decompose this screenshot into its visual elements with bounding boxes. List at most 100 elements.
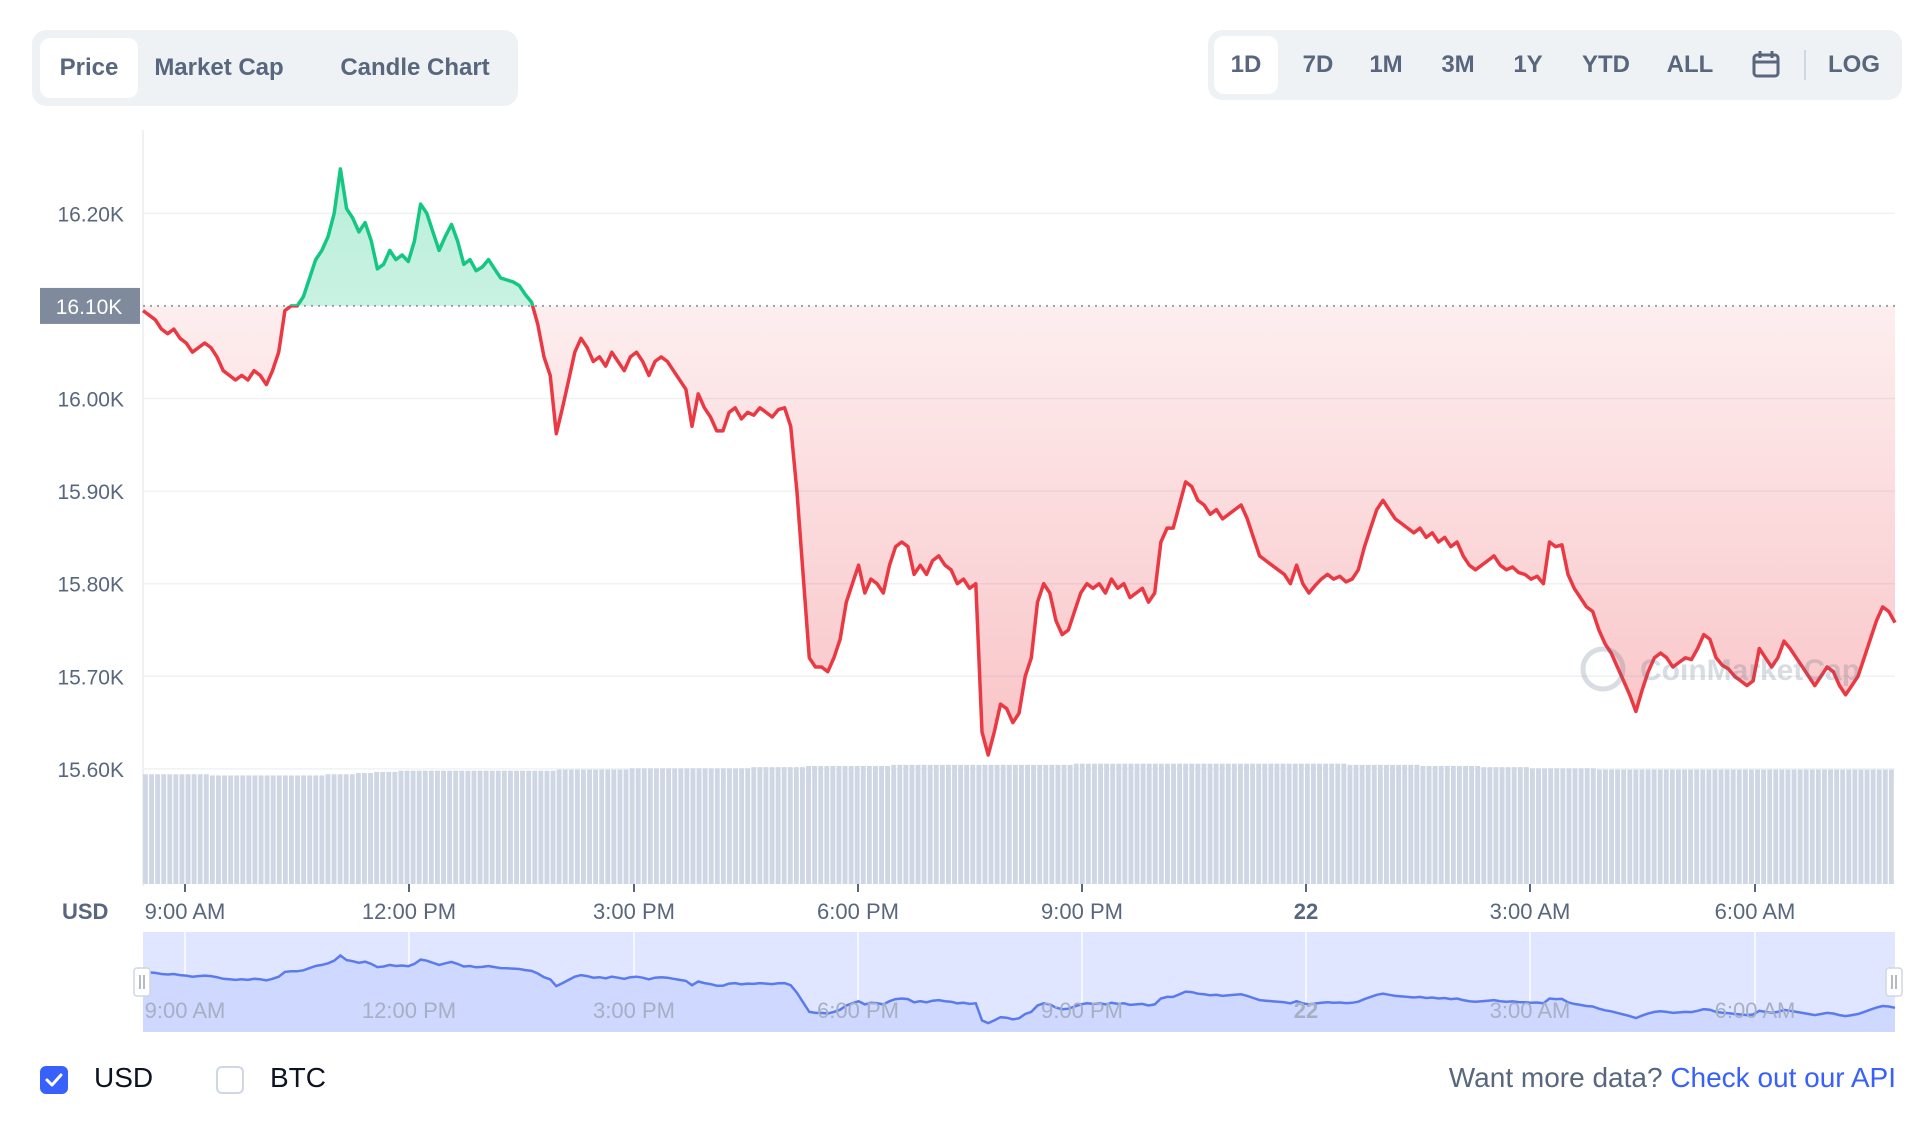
volume-bar [702, 768, 708, 884]
volume-bar [1183, 763, 1189, 884]
volume-bar [660, 768, 665, 884]
volume-bar [1359, 764, 1365, 884]
volume-bar [1073, 763, 1079, 884]
volume-bar [362, 773, 367, 884]
tab-price[interactable]: Price [40, 38, 138, 98]
volume-bar [1840, 769, 1846, 884]
volume-bar [1128, 763, 1134, 884]
volume-bar [1815, 769, 1821, 884]
volume-bars [143, 763, 1894, 884]
x-tick-label: 3:00 AM [1490, 899, 1571, 924]
volume-bar [1231, 763, 1237, 884]
x-tick-label: 12:00 PM [362, 899, 456, 924]
api-promo-text: Want more data? [1448, 1062, 1663, 1093]
volume-bar [1268, 763, 1274, 884]
volume-bar [161, 774, 167, 884]
volume-bar [1481, 767, 1487, 884]
volume-bar [185, 774, 191, 884]
x-tick-label: 9:00 PM [1041, 899, 1123, 924]
btc-checkbox[interactable] [216, 1066, 244, 1094]
chart-type-tabs: Price Market Cap Candle Chart [32, 30, 518, 106]
volume-bar [654, 768, 659, 884]
volume-bar [927, 764, 933, 884]
tab-1d[interactable]: 1D [1214, 36, 1278, 94]
volume-bar [1238, 763, 1243, 884]
volume-bar [1037, 764, 1043, 884]
volume-bar [289, 775, 294, 884]
log-toggle[interactable]: LOG [1828, 51, 1880, 78]
y-tick-label: 16.00K [57, 389, 124, 412]
volume-bar [629, 768, 635, 884]
volume-bar [1140, 763, 1146, 884]
volume-bar [1408, 764, 1414, 884]
x-tick-label: 3:00 PM [593, 899, 675, 924]
volume-bar [946, 764, 951, 884]
volume-bar [769, 767, 775, 884]
volume-bar [264, 775, 270, 884]
volume-bar [1742, 769, 1748, 884]
volume-bar [228, 775, 234, 884]
navigator-handle-right[interactable] [1885, 967, 1903, 997]
price-chart[interactable]: CoinMarketCap 15.60K 15.70K 15.80K 15.90K 16… [0, 0, 1916, 1040]
navigator-tick-label: 12:00 PM [362, 998, 456, 1023]
volume-bar [1773, 769, 1779, 884]
tab-candle-chart[interactable]: Candle Chart [340, 54, 490, 81]
usd-checkbox[interactable] [40, 1066, 68, 1094]
navigator-tick-label: 6:00 PM [817, 998, 899, 1023]
volume-bar [647, 768, 653, 884]
volume-bar [1207, 763, 1213, 884]
volume-bar [787, 767, 793, 884]
range-navigator[interactable]: 9:00 AM 12:00 PM 3:00 PM 6:00 PM 9:00 PM 22 3:… [133, 932, 1903, 1032]
tab-7d[interactable]: 7D [1302, 51, 1334, 78]
volume-bar [544, 770, 550, 884]
volume-bar [246, 775, 252, 884]
tab-all[interactable]: ALL [1666, 51, 1714, 78]
volume-bar [1542, 768, 1548, 884]
volume-bar [1250, 763, 1256, 884]
volume-bar [720, 768, 726, 884]
volume-bar [982, 764, 988, 884]
volume-bar [1353, 764, 1359, 884]
tab-market-cap[interactable]: Market Cap [154, 54, 284, 81]
volume-bar [1134, 763, 1140, 884]
volume-bar [733, 768, 738, 884]
volume-bar [349, 774, 355, 884]
price-line-up [288, 167, 535, 306]
volume-bar [1505, 767, 1511, 884]
tab-ytd[interactable]: YTD [1582, 51, 1630, 78]
volume-bar [270, 775, 276, 884]
tab-1y[interactable]: 1Y [1513, 51, 1543, 78]
volume-bar [1767, 769, 1773, 884]
volume-bar [1682, 769, 1687, 884]
volume-bar [824, 766, 830, 884]
volume-bar [1098, 763, 1103, 884]
volume-bar [167, 774, 173, 884]
volume-bar [1724, 769, 1730, 884]
volume-bar [873, 766, 878, 884]
y-tick-label: 15.70K [57, 666, 124, 689]
y-tick-label: 15.90K [57, 481, 124, 504]
x-tick-label: 22 [1294, 899, 1318, 924]
volume-bar [1067, 764, 1073, 884]
volume-bar [587, 769, 592, 884]
tab-1m[interactable]: 1M [1369, 51, 1403, 78]
navigator-handle-left[interactable] [133, 967, 151, 997]
volume-bar [1791, 769, 1797, 884]
volume-bar [952, 764, 957, 884]
volume-bar [1554, 768, 1560, 884]
volume-bar [1469, 766, 1475, 884]
calendar-icon[interactable] [1738, 36, 1794, 94]
api-link[interactable]: Check out our API [1670, 1062, 1896, 1093]
tab-3m[interactable]: 3M [1441, 51, 1475, 78]
volume-bar [1262, 763, 1268, 884]
volume-bar [1603, 769, 1608, 884]
volume-bar [1457, 766, 1462, 884]
volume-bar [1809, 769, 1815, 884]
volume-bar [343, 774, 349, 884]
volume-bar [1414, 764, 1420, 884]
volume-bar [1335, 763, 1341, 884]
volume-bar [1517, 767, 1523, 884]
volume-bar [1651, 769, 1657, 884]
volume-bar [958, 764, 964, 884]
volume-bar [1785, 769, 1791, 884]
